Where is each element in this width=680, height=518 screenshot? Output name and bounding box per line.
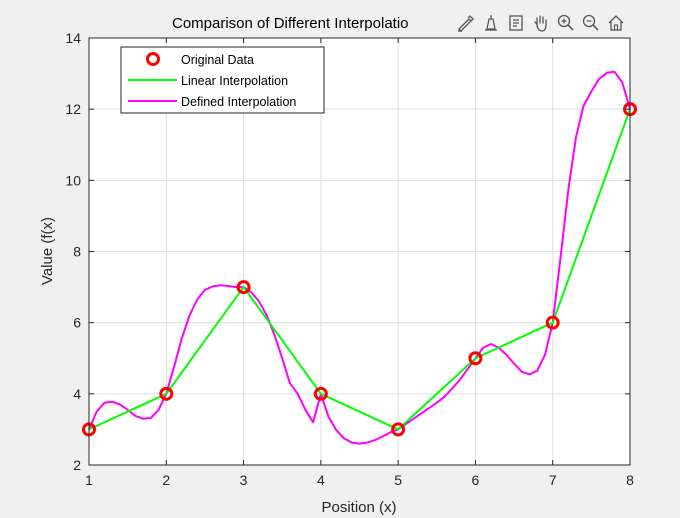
y-tick-label: 8 — [73, 244, 81, 260]
defined-interpolation-line — [88, 70, 631, 445]
pan-button[interactable] — [529, 11, 553, 35]
x-tick-label: 2 — [162, 472, 170, 488]
y-axis-label: Value (f(x) — [39, 217, 56, 285]
export-button[interactable] — [479, 11, 503, 35]
legend-label-defined: Defined Interpolation — [181, 95, 296, 109]
original-data-point — [313, 386, 328, 401]
home-button[interactable] — [604, 11, 628, 35]
chart-title: Comparison of Different Interpolatio — [172, 15, 409, 32]
y-tick-label: 14 — [65, 30, 81, 46]
x-tick-label: 5 — [394, 472, 402, 488]
y-tick-label: 10 — [65, 172, 81, 188]
original-data-point — [468, 351, 483, 366]
axis-ticks — [88, 37, 631, 466]
x-axis-label: Position (x) — [321, 499, 396, 516]
pan-icon — [534, 15, 547, 32]
original-data-point — [159, 386, 174, 401]
brush-button[interactable] — [454, 11, 478, 35]
zoom-out-button[interactable] — [579, 11, 603, 35]
x-tick-label: 7 — [549, 472, 557, 488]
axes-toolbar — [454, 10, 628, 36]
original-data-point — [545, 315, 560, 330]
legend: Original Data Linear Interpolation Defin… — [120, 46, 325, 114]
datatip-icon — [509, 15, 523, 31]
y-tick-label: 2 — [73, 457, 81, 473]
y-tick-label: 4 — [73, 386, 81, 402]
legend-label-original: Original Data — [181, 53, 254, 67]
legend-marker-original — [146, 52, 160, 66]
original-data-point — [391, 422, 406, 437]
x-tick-label: 1 — [85, 472, 93, 488]
linear-interpolation-line — [88, 108, 631, 431]
legend-label-linear: Linear Interpolation — [181, 74, 288, 88]
x-tick-label: 6 — [472, 472, 480, 488]
zoom-in-button[interactable] — [554, 11, 578, 35]
datatip-button[interactable] — [504, 11, 528, 35]
x-tick-label: 3 — [240, 472, 248, 488]
export-icon — [485, 15, 497, 31]
zoom-out-icon — [582, 14, 599, 31]
x-tick-label: 4 — [317, 472, 325, 488]
home-icon — [608, 15, 624, 31]
y-tick-label: 12 — [65, 101, 81, 117]
y-tick-label: 6 — [73, 315, 81, 331]
brush-icon — [458, 15, 474, 32]
zoom-in-icon — [557, 14, 574, 31]
x-tick-label: 8 — [626, 472, 634, 488]
original-data-point — [236, 280, 251, 295]
